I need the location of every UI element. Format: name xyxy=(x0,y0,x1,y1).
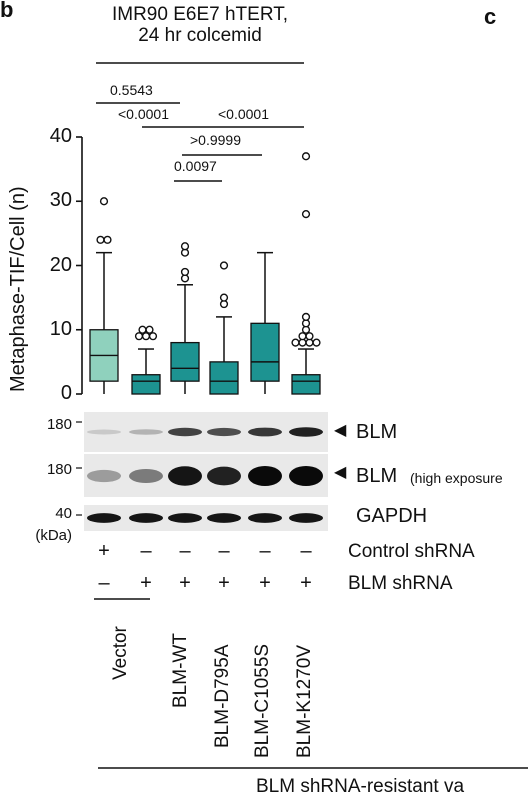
treatment-sign: + xyxy=(98,540,110,562)
blot-band xyxy=(129,513,163,523)
pvalue-label: 0.0097 xyxy=(174,158,217,174)
blot-panel xyxy=(84,505,328,531)
outlier-point xyxy=(141,332,151,341)
band2-label: BLM xyxy=(356,465,398,487)
blot-band xyxy=(248,513,282,523)
outlier-point xyxy=(180,267,190,277)
blm-shrna-label: BLM shRNA xyxy=(348,573,453,594)
outlier-point xyxy=(138,325,147,334)
treatment-sign: – xyxy=(98,572,110,594)
box-body xyxy=(291,374,321,395)
box-body xyxy=(170,341,200,382)
control-shrna-label: Control shRNA xyxy=(348,541,475,562)
box-body xyxy=(131,374,161,395)
mw-marker-180: 180 xyxy=(46,416,72,433)
outlier-point xyxy=(301,312,311,322)
y-tick-label: 10 xyxy=(49,317,72,340)
outlier-point xyxy=(298,332,307,341)
pvalue-label: >0.9999 xyxy=(190,132,241,148)
mw-unit: (kDa) xyxy=(35,527,72,544)
outlier-point xyxy=(103,235,112,244)
outlier-point xyxy=(291,338,300,347)
band1-label: BLM xyxy=(356,421,398,443)
box-body xyxy=(250,322,280,382)
blot-band xyxy=(248,466,282,486)
blot-band xyxy=(207,513,241,523)
chart-title-line1: IMR90 E6E7 hTERT, xyxy=(111,4,288,25)
band1-arrow-icon: ◀ xyxy=(334,422,347,439)
outlier-point xyxy=(180,242,190,251)
treatment-sign: – xyxy=(259,540,271,562)
treatment-sign: – xyxy=(218,540,230,562)
blot-band xyxy=(207,427,241,437)
category-label-blm-c1055s: BLM-C1055S xyxy=(252,643,273,758)
category-label-blm-k1270v: BLM-K1270V xyxy=(294,644,315,758)
category-label-blm-wt: BLM-WT xyxy=(170,633,191,708)
blot-band xyxy=(129,429,163,435)
blot-band xyxy=(289,466,323,486)
chart-title-line2: 24 hr colcemid xyxy=(138,25,262,46)
blot-band xyxy=(87,513,121,523)
treatment-sign: – xyxy=(179,540,191,562)
band2-arrow-icon: ◀ xyxy=(334,464,347,481)
blot-panel xyxy=(84,412,328,452)
y-tick-label: 40 xyxy=(49,125,72,147)
blot-band xyxy=(289,513,323,523)
band2-note: (high exposure xyxy=(410,470,503,486)
outlier-point xyxy=(148,332,158,341)
blot-panel xyxy=(84,454,328,497)
mw-marker-180: 180 xyxy=(46,461,72,478)
treatment-sign: + xyxy=(179,572,191,594)
y-tick-label: 0 xyxy=(60,382,72,404)
treatment-sign: + xyxy=(140,572,152,594)
pvalue-label: <0.0001 xyxy=(118,106,169,122)
outlier-point xyxy=(99,197,109,206)
treatment-sign: + xyxy=(300,572,312,594)
outlier-point xyxy=(96,235,105,244)
blot-band xyxy=(289,427,323,437)
outlier-point xyxy=(134,332,144,341)
panel-b-label: b xyxy=(0,0,14,22)
pvalue-label: 0.5543 xyxy=(110,82,153,98)
blot-band xyxy=(129,469,163,483)
blot-band xyxy=(168,427,202,437)
blot-band xyxy=(87,469,121,483)
blot-band xyxy=(168,513,202,523)
box-body xyxy=(209,361,239,395)
treatment-sign: + xyxy=(218,572,230,594)
outlier-point xyxy=(305,332,314,341)
outlier-point xyxy=(145,325,154,334)
blot-band xyxy=(87,429,121,435)
outlier-point xyxy=(312,338,321,347)
mw-marker-40: 40 xyxy=(55,505,72,522)
category-label-vector: Vector xyxy=(110,626,131,680)
outlier-point xyxy=(301,152,311,161)
treatment-sign: – xyxy=(140,540,152,562)
y-tick-label: 20 xyxy=(49,253,72,276)
y-tick-label: 30 xyxy=(49,189,72,212)
y-axis-label: Metaphase-TIF/Cell (n) xyxy=(7,186,29,392)
outlier-point xyxy=(301,210,311,219)
outlier-point xyxy=(219,293,229,302)
pvalue-label: <0.0001 xyxy=(218,106,269,122)
blot-band xyxy=(248,427,282,437)
footer-label: BLM shRNA-resistant va xyxy=(256,776,465,797)
outlier-point xyxy=(219,261,229,270)
category-label-blm-d795a: BLM-D795A xyxy=(212,644,233,749)
treatment-sign: – xyxy=(300,540,312,562)
blot-band xyxy=(207,466,241,486)
blot-band xyxy=(168,466,202,486)
band3-label: GAPDH xyxy=(356,505,428,527)
panel-c-label: c xyxy=(484,4,497,29)
treatment-sign: + xyxy=(259,572,271,594)
